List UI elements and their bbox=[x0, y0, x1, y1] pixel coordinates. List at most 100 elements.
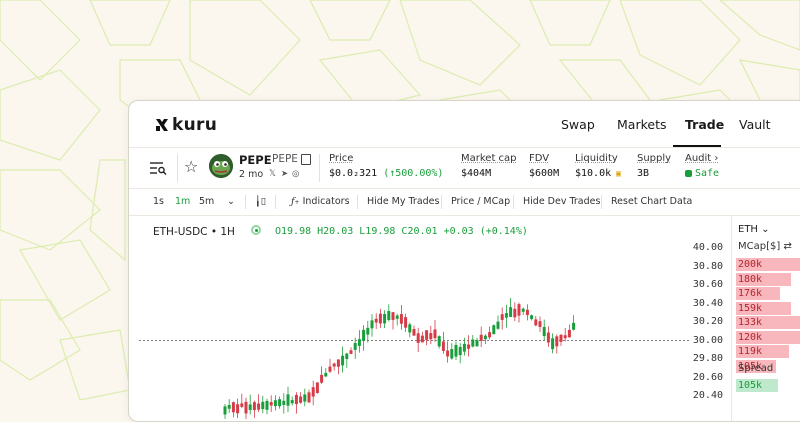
plus-icon: + bbox=[294, 199, 300, 206]
candle-body bbox=[303, 394, 307, 402]
ask-depth-bar bbox=[736, 330, 800, 344]
candle-body bbox=[282, 400, 286, 405]
lock-icon: ▣ bbox=[611, 169, 621, 178]
currency-label: ETH bbox=[738, 224, 758, 235]
candle-body bbox=[315, 382, 319, 393]
timeframe-1s[interactable]: 1s bbox=[153, 196, 164, 207]
price-mcap-toggle[interactable]: Price / MCap bbox=[451, 196, 511, 207]
timeframe-5m[interactable]: 5m bbox=[199, 196, 215, 207]
candle-body bbox=[341, 355, 345, 366]
chart-type-candle-icon[interactable]: ╽▯ bbox=[255, 196, 266, 207]
divider bbox=[275, 195, 276, 209]
stat-market-cap: Market cap $404M bbox=[461, 153, 517, 179]
candle-body bbox=[433, 329, 437, 339]
candle-body bbox=[542, 326, 546, 337]
chart-pair-label: ETH-USDC • 1H bbox=[153, 226, 235, 238]
website-globe-icon[interactable]: ◎ bbox=[292, 169, 300, 179]
candle-body bbox=[278, 399, 282, 407]
ask-row[interactable]: 133k bbox=[736, 316, 800, 329]
ask-depth-bar bbox=[736, 272, 791, 286]
candlestick-chart[interactable] bbox=[129, 216, 731, 422]
ask-row[interactable]: 119k bbox=[736, 345, 800, 358]
ask-value: 119k bbox=[738, 346, 763, 357]
candle-body bbox=[345, 353, 349, 360]
active-tab-indicator bbox=[673, 145, 721, 147]
mcap-column-label: MCap[$] bbox=[738, 241, 781, 252]
candle-body bbox=[362, 329, 366, 342]
hide-my-trades-button[interactable]: Hide My Trades bbox=[367, 196, 440, 207]
bid-row[interactable]: 105k bbox=[736, 379, 778, 392]
token-name: PEPE bbox=[239, 153, 272, 167]
kuru-logo[interactable]: kuru bbox=[155, 115, 217, 135]
liquidity-value: $10.0k bbox=[575, 168, 612, 179]
candle-body bbox=[290, 400, 294, 404]
price-value-group: $0.0₂321 (↑500.00%) bbox=[329, 168, 443, 179]
nav-vault[interactable]: Vault bbox=[739, 117, 771, 132]
candle-body bbox=[437, 336, 441, 347]
function-icon: ƒ bbox=[291, 196, 295, 207]
pepe-frog-icon bbox=[209, 154, 233, 178]
price-axis-tick: 30.60 bbox=[692, 279, 723, 290]
stat-supply: Supply 3B bbox=[637, 153, 671, 179]
candle-body bbox=[450, 349, 454, 359]
candle-body bbox=[555, 336, 559, 347]
reset-chart-button[interactable]: Reset Chart Data bbox=[611, 196, 693, 207]
candle-body bbox=[551, 338, 555, 350]
market-cap-label: Market cap bbox=[461, 153, 517, 164]
ask-row[interactable]: 200k bbox=[736, 258, 800, 271]
candle-body bbox=[374, 318, 378, 323]
candle-body bbox=[446, 350, 450, 357]
stat-liquidity: Liquidity $10.0k ▣ bbox=[575, 153, 621, 179]
audit-label-group: Audit › bbox=[685, 153, 719, 164]
x-social-icon[interactable]: 𝕏 bbox=[269, 169, 276, 179]
nav-trade[interactable]: Trade bbox=[685, 117, 725, 132]
ask-row[interactable]: 176k bbox=[736, 287, 800, 300]
ask-row[interactable]: 120k bbox=[736, 330, 800, 344]
price-change: (↑500.00%) bbox=[383, 168, 444, 179]
candle-body bbox=[366, 327, 370, 335]
candle-body bbox=[378, 313, 382, 324]
candle-body bbox=[324, 372, 328, 377]
ask-depth-bar bbox=[736, 301, 791, 315]
mcap-column-toggle[interactable]: MCap[$] ⇄ bbox=[738, 241, 792, 252]
ask-value: 180k bbox=[738, 273, 763, 285]
chart-toolbar: 1s 1m 5m ⌄ ╽▯ ƒ+ Indicators Hide My Trad… bbox=[129, 189, 800, 216]
price-value: $0.0₂321 bbox=[329, 168, 378, 179]
candle-body bbox=[408, 324, 412, 333]
copy-icon[interactable] bbox=[301, 154, 311, 165]
liquidity-value-group: $10.0k ▣ bbox=[575, 168, 621, 179]
indicators-button[interactable]: ƒ+ Indicators bbox=[291, 196, 350, 207]
chevron-right-icon: › bbox=[711, 153, 719, 164]
candle-body bbox=[467, 344, 471, 349]
candle-body bbox=[236, 404, 240, 414]
hide-dev-trades-button[interactable]: Hide Dev Trades bbox=[523, 196, 601, 207]
candle-body bbox=[546, 332, 550, 343]
stat-audit[interactable]: Audit › Safe bbox=[685, 153, 719, 179]
candle-body bbox=[471, 339, 475, 347]
divider bbox=[245, 195, 246, 209]
price-chart[interactable]: ETH-USDC • 1H O19.98 H20.03 L19.98 C20.0… bbox=[129, 216, 731, 422]
timeframe-1m[interactable]: 1m bbox=[175, 196, 191, 207]
ask-depth-bar bbox=[736, 345, 789, 358]
liquidity-label: Liquidity bbox=[575, 153, 618, 164]
telegram-icon[interactable]: ➤ bbox=[281, 169, 289, 179]
favorite-star-icon[interactable]: ☆ bbox=[184, 157, 199, 176]
price-axis[interactable]: 40.00 30.80 30.60 30.40 30.20 30.00 29.80 20.60… bbox=[689, 216, 731, 421]
ask-row[interactable]: 159k bbox=[736, 301, 800, 315]
ask-row[interactable]: 180k bbox=[736, 272, 800, 286]
nav-swap[interactable]: Swap bbox=[561, 117, 595, 132]
token-info-bar: ☆ PEPE PEPE 2 mo 𝕏 ➤ ◎ Price $0.0₂321 (↑… bbox=[129, 148, 800, 189]
price-axis-tick: 20.60 bbox=[692, 371, 723, 383]
logo-text: kuru bbox=[172, 115, 218, 135]
nav-markets[interactable]: Markets bbox=[617, 117, 667, 132]
candle-body bbox=[538, 321, 542, 327]
list-search-icon[interactable] bbox=[149, 160, 167, 176]
candle-body bbox=[357, 339, 361, 346]
candle-body bbox=[563, 335, 567, 339]
currency-selector[interactable]: ETH ⌄ bbox=[738, 224, 770, 235]
candle-body bbox=[404, 317, 408, 328]
timeframe-dropdown-chevron-icon[interactable]: ⌄ bbox=[227, 196, 235, 207]
ask-row[interactable]: 105k bbox=[736, 359, 800, 373]
candle-body bbox=[572, 322, 576, 330]
candle-body bbox=[231, 402, 235, 413]
